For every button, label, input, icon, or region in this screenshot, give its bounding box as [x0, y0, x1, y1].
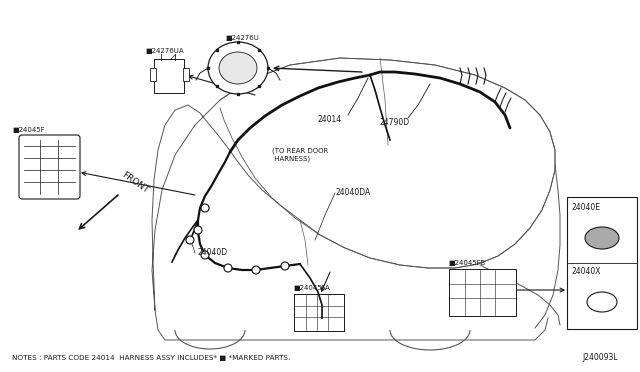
- Circle shape: [252, 266, 260, 274]
- FancyBboxPatch shape: [182, 67, 189, 80]
- Circle shape: [186, 236, 194, 244]
- Text: 24040D: 24040D: [198, 248, 228, 257]
- Ellipse shape: [219, 52, 257, 84]
- FancyBboxPatch shape: [19, 135, 80, 199]
- FancyBboxPatch shape: [294, 294, 344, 331]
- Circle shape: [194, 226, 202, 234]
- Circle shape: [201, 251, 209, 259]
- Text: ■24276UA: ■24276UA: [145, 48, 184, 54]
- Text: 24040E: 24040E: [572, 203, 601, 212]
- Text: 24040DA: 24040DA: [335, 188, 371, 197]
- Text: J240093L: J240093L: [582, 353, 618, 362]
- Text: ■24045FA: ■24045FA: [293, 285, 330, 291]
- FancyBboxPatch shape: [449, 269, 516, 316]
- Text: ■24045F: ■24045F: [12, 127, 45, 133]
- Circle shape: [201, 204, 209, 212]
- Text: ■24045FB: ■24045FB: [448, 260, 485, 266]
- Text: 24040X: 24040X: [572, 267, 602, 276]
- Ellipse shape: [208, 42, 268, 94]
- Text: NOTES : PARTS CODE 24014  HARNESS ASSY INCLUDES* ■ *MARKED PARTS.: NOTES : PARTS CODE 24014 HARNESS ASSY IN…: [12, 355, 291, 361]
- Circle shape: [224, 264, 232, 272]
- Ellipse shape: [585, 227, 619, 249]
- Ellipse shape: [587, 292, 617, 312]
- FancyBboxPatch shape: [154, 59, 184, 93]
- FancyBboxPatch shape: [150, 67, 156, 80]
- Text: 24014: 24014: [318, 115, 342, 124]
- Text: (TO REAR DOOR
 HARNESS): (TO REAR DOOR HARNESS): [272, 148, 328, 163]
- Text: 24790D: 24790D: [380, 118, 410, 127]
- FancyBboxPatch shape: [567, 197, 637, 329]
- Circle shape: [281, 262, 289, 270]
- Text: FRONT: FRONT: [120, 170, 150, 195]
- Text: ■24276U: ■24276U: [225, 35, 259, 41]
